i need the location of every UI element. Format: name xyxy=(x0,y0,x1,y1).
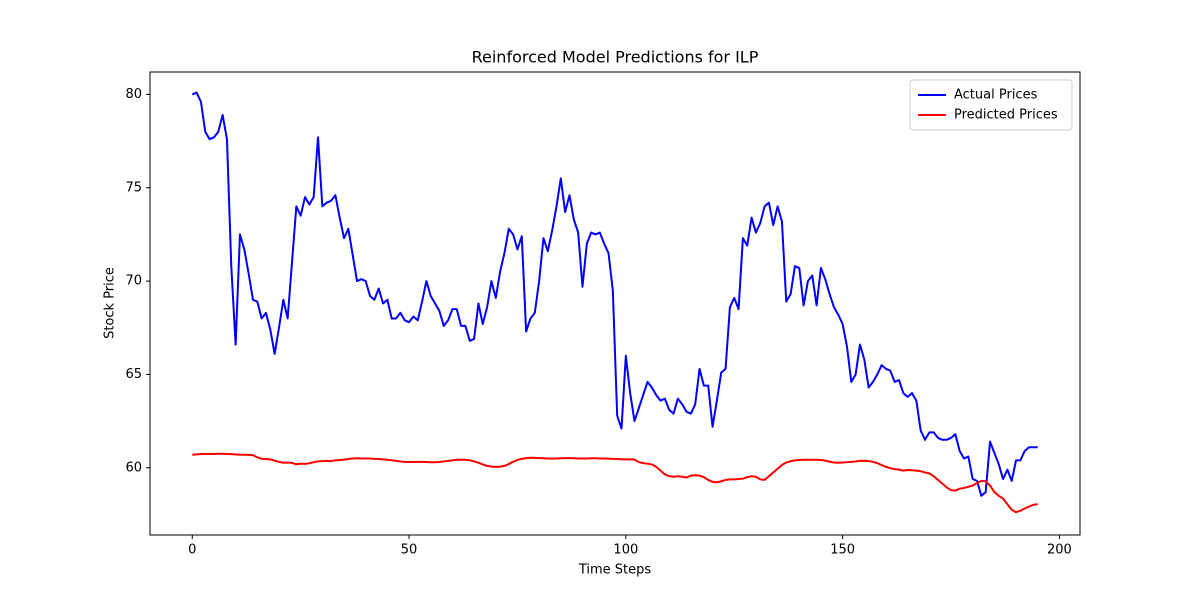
chart-title: Reinforced Model Predictions for ILP xyxy=(472,48,759,67)
plot-frame xyxy=(149,71,1081,536)
y-tick-label: 65 xyxy=(125,367,142,382)
y-tick-label: 75 xyxy=(125,180,142,195)
line-series xyxy=(191,91,1038,497)
y-tick-label: 70 xyxy=(125,274,142,289)
line-series xyxy=(192,452,1038,514)
y-tick-label: 80 xyxy=(125,87,142,102)
legend-label: Actual Prices xyxy=(954,88,1038,103)
x-axis-label: Time Steps xyxy=(578,563,652,578)
x-tick-label: 150 xyxy=(830,543,855,558)
x-tick-label: 50 xyxy=(401,543,418,558)
legend-label: Predicted Prices xyxy=(954,108,1058,123)
x-tick-label: 100 xyxy=(613,543,638,558)
y-axis-label: Stock Price xyxy=(103,267,118,339)
y-tick-label: 60 xyxy=(125,460,142,475)
x-tick-label: 200 xyxy=(1047,543,1072,558)
legend-box xyxy=(909,79,1073,131)
x-tick-label: 0 xyxy=(188,543,196,558)
